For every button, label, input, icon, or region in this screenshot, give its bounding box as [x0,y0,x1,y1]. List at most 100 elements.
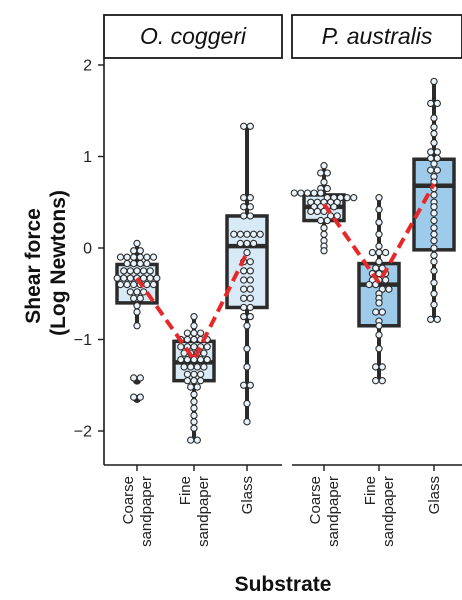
data-point [330,203,338,211]
data-point [240,285,248,293]
data-point [123,259,131,268]
data-point [136,259,144,268]
data-point [243,248,251,257]
data-point [183,335,192,344]
facet-strip-p-australis: P. australis [291,14,462,59]
data-point [310,189,318,197]
data-point [187,436,195,444]
facet-label-o-coggeri: O. coggeri [140,23,247,49]
data-point [375,258,383,266]
data-point [193,436,201,444]
data-point [240,294,248,302]
mean-trend-line-o-coggeri [135,251,249,364]
data-point [240,267,248,275]
data-point [323,184,331,193]
data-point [323,216,331,225]
data-point [372,363,380,371]
data-point [240,303,248,312]
data-point [246,203,254,211]
data-point [323,169,331,177]
data-point [130,393,138,401]
data-point [183,370,192,378]
data-point [375,218,383,227]
data-point [177,355,185,364]
data-point [153,274,161,282]
data-point [430,290,438,298]
data-point [246,194,254,202]
data-point [196,377,205,385]
data-point [136,374,144,382]
data-point [246,285,254,293]
data-point [146,274,154,282]
data-point [307,207,315,216]
data-point [240,381,248,389]
data-point [193,383,201,391]
data-point [243,239,251,248]
data-point [375,322,383,330]
data-point [256,230,264,238]
data-point [249,239,258,248]
data-point [246,267,254,275]
data-point [126,288,135,296]
data-point [177,343,185,351]
dots-o-coggeri-coarse [113,239,161,401]
data-point [433,148,441,156]
data-point [126,274,135,282]
x-category-labels: Coarsesandpaper Finesandpaper Glass Coar… [120,476,443,547]
data-point [368,248,377,257]
data-point [303,189,312,197]
x-label-o-coggeri-glass: Glass [239,476,256,514]
data-point [133,301,141,310]
x-label-o-coggeri-coarse: Coarsesandpaper [120,476,155,547]
data-point [427,315,435,324]
data-point [430,160,438,168]
dots-o-coggeri-fine [177,312,211,444]
data-point [113,274,121,282]
data-point [375,205,383,214]
data-point [190,343,198,351]
data-point [240,203,248,211]
data-point [243,363,251,371]
data-point [313,207,322,216]
data-point [180,363,188,371]
data-point [149,253,158,261]
data-point [116,280,125,289]
data-point [236,230,245,238]
data-point [200,349,208,357]
boxplot-o-coggeri-glass [225,124,269,422]
data-point [190,398,198,406]
data-point [240,122,248,130]
data-point [183,355,192,364]
data-point [317,216,325,225]
data-point [365,280,373,289]
y-axis-title-line-1: Shear force [22,208,45,324]
y-tick-label-minus-1: −1 [74,332,92,349]
data-point [139,288,148,296]
data-point [190,424,198,432]
data-point [126,267,135,275]
data-point [236,239,245,248]
mean-trend-line-p-australis [322,182,436,287]
data-point [430,114,438,122]
data-point [433,315,441,324]
data-point [430,203,438,211]
data-point [372,377,380,385]
data-point [433,166,441,174]
x-axis-ticks [136,465,435,471]
data-point [196,370,205,378]
x-label-p-australis-fine: Finesandpaper [362,476,397,547]
data-point [203,355,211,364]
data-point [130,253,138,261]
data-point [430,129,438,138]
data-point [143,253,151,261]
x-label-p-australis-coarse: Coarsesandpaper [307,476,342,547]
data-point [190,335,198,344]
data-point [430,191,438,199]
y-axis-title: Shear force (Log Newtons) [22,190,70,336]
data-point [240,276,248,284]
data-point [375,248,383,257]
data-point [183,377,192,385]
data-point [433,154,441,162]
data-point [143,259,151,268]
